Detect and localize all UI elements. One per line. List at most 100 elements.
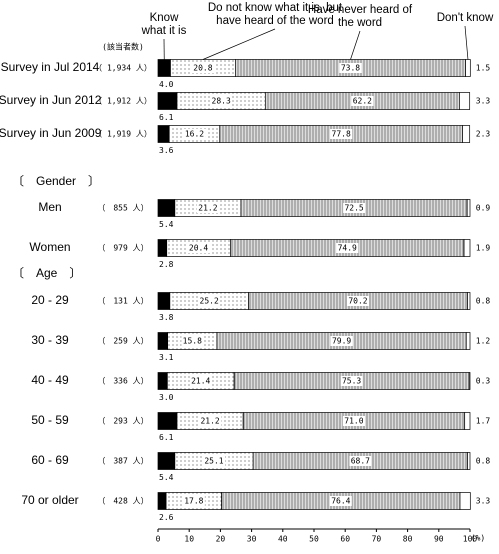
row-label: 70 or older	[21, 493, 78, 507]
value-label-bg	[199, 416, 222, 426]
value-label: 2.8	[159, 260, 174, 269]
bar-segment	[465, 332, 471, 350]
value-label: 28.3	[212, 97, 231, 106]
x-tick-label: 10	[184, 535, 194, 544]
value-label: 1.2	[476, 337, 491, 346]
row-label: 50 - 59	[31, 413, 69, 427]
value-label: 2.6	[159, 513, 174, 522]
bar-segment	[468, 372, 471, 390]
value-label-bg	[349, 456, 372, 466]
count-label: （ 259 人）	[97, 337, 148, 346]
value-label: 21.2	[198, 204, 217, 213]
count-label: （ 131 人）	[97, 297, 148, 306]
value-label: 1.7	[476, 417, 491, 426]
bar-segment	[157, 125, 170, 143]
x-tick-label: 30	[247, 535, 257, 544]
value-label: 2.3	[476, 130, 491, 139]
row-label: Survey in Jul 2014	[1, 60, 100, 74]
legend-leader	[202, 28, 276, 60]
value-label-bg	[210, 96, 233, 106]
value-label: 0.8	[476, 297, 491, 306]
x-tick-label: 60	[340, 535, 350, 544]
value-label-bg	[198, 296, 221, 306]
value-label: 21.2	[200, 417, 219, 426]
x-tick-label: 0	[156, 535, 161, 544]
count-header: (該当者数)	[102, 42, 144, 52]
value-label: 72.5	[344, 204, 363, 213]
value-label: 6.1	[159, 433, 174, 442]
value-label-bg	[191, 63, 214, 73]
row-label: 30 - 39	[31, 333, 69, 347]
value-label: 0.8	[476, 457, 491, 466]
row-label: 60 - 69	[31, 453, 69, 467]
bar-segment	[462, 125, 471, 143]
bar-segment	[459, 92, 471, 110]
value-label: 71.0	[344, 417, 363, 426]
value-label-bg	[187, 243, 210, 253]
value-label: 74.9	[338, 244, 357, 253]
value-label: 70.2	[348, 297, 367, 306]
count-label: （ 1,919 人）	[94, 130, 152, 139]
value-label: 79.9	[332, 337, 351, 346]
legend-label: Have never heard of the word	[307, 4, 413, 29]
bar-segment	[157, 292, 171, 310]
x-tick-label: 70	[372, 535, 382, 544]
value-label-bg	[351, 96, 374, 106]
value-label: 20.8	[193, 64, 212, 73]
count-label: （ 1,912 人）	[94, 97, 152, 106]
value-label: 73.8	[341, 64, 360, 73]
x-tick-label: 20	[216, 535, 226, 544]
bar-segment	[466, 199, 471, 217]
row-label: Survey in Jun 2009	[0, 126, 102, 140]
legend-label: Know what it is	[141, 12, 187, 37]
value-label: 77.8	[332, 130, 351, 139]
value-label: 75.3	[342, 377, 361, 386]
value-label: 5.4	[159, 220, 174, 229]
value-label: 6.1	[159, 113, 174, 122]
value-label: 15.8	[183, 337, 202, 346]
value-label: 17.8	[184, 497, 203, 506]
bar-segment	[157, 239, 168, 257]
value-label: 1.5	[476, 64, 491, 73]
x-tick-label: 100	[463, 535, 478, 544]
bar-segment	[157, 412, 178, 430]
bar-segment	[157, 59, 171, 77]
value-label: 3.3	[476, 97, 491, 106]
bar-segment	[157, 92, 178, 110]
row-label: Women	[29, 240, 70, 254]
value-label: 0.9	[476, 204, 491, 213]
value-label-bg	[336, 243, 359, 253]
value-label: 20.4	[189, 244, 208, 253]
value-label: 5.4	[159, 473, 174, 482]
row-label: 40 - 49	[31, 373, 69, 387]
count-label: （ 387 人）	[97, 457, 148, 466]
group-label: 〔 Gender 〕	[12, 174, 100, 188]
group-label: 〔 Age 〕	[12, 266, 81, 280]
bar-segment	[464, 412, 471, 430]
count-label: （ 1,934 人）	[94, 64, 152, 73]
bar-segment	[157, 199, 176, 217]
x-tick-label: 40	[278, 535, 288, 544]
value-label: 62.2	[353, 97, 372, 106]
x-tick-label: 50	[309, 535, 319, 544]
count-label: （ 293 人）	[97, 417, 148, 426]
value-label: 3.3	[476, 497, 491, 506]
value-label-bg	[330, 336, 353, 346]
legend-label: Do not know what it is, but have heard o…	[207, 2, 343, 27]
bar-segment	[157, 332, 169, 350]
legend-leader	[464, 25, 469, 60]
value-label: 25.1	[204, 457, 223, 466]
axis-unit: (%)	[471, 534, 485, 543]
bar-segment	[157, 452, 176, 470]
value-label-bg	[346, 296, 369, 306]
value-label: 21.4	[191, 377, 210, 386]
value-label-bg	[343, 203, 366, 213]
value-label-bg	[340, 376, 363, 386]
value-label-bg	[339, 63, 362, 73]
count-label: （ 336 人）	[97, 377, 148, 386]
value-label: 3.6	[159, 146, 174, 155]
value-label-bg	[181, 336, 204, 346]
value-label-bg	[330, 129, 353, 139]
